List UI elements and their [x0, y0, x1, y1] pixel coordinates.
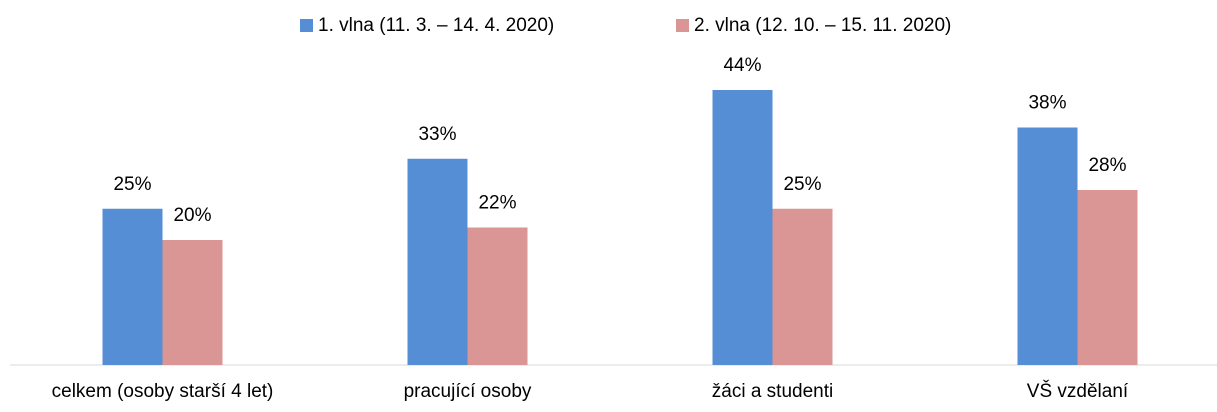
x-tick-label: VŠ vzdělaní — [1027, 380, 1129, 402]
data-label: 28% — [1088, 155, 1126, 176]
data-label: 20% — [173, 205, 211, 226]
data-label: 25% — [113, 174, 151, 195]
bar — [467, 227, 528, 365]
legend-swatch — [676, 19, 689, 32]
bar — [102, 208, 163, 365]
legend-label: 2. vlna (12. 10. – 15. 11. 2020) — [694, 15, 951, 36]
bar — [772, 208, 833, 365]
x-tick-label: žáci a studenti — [712, 381, 833, 402]
bar — [1077, 190, 1138, 365]
data-label: 44% — [723, 55, 761, 76]
data-label: 38% — [1028, 93, 1066, 114]
data-label: 22% — [478, 193, 516, 214]
x-tick-label: pracující osoby — [404, 381, 532, 402]
data-label: 25% — [783, 174, 821, 195]
bar — [407, 158, 468, 365]
x-tick-label: celkem (osoby starší 4 let) — [52, 381, 274, 402]
bar — [162, 240, 223, 365]
bar — [1017, 127, 1078, 365]
data-label: 33% — [418, 124, 456, 145]
bar — [712, 90, 773, 365]
legend-label: 1. vlna (11. 3. – 14. 4. 2020) — [318, 15, 554, 36]
legend-swatch — [300, 19, 313, 32]
